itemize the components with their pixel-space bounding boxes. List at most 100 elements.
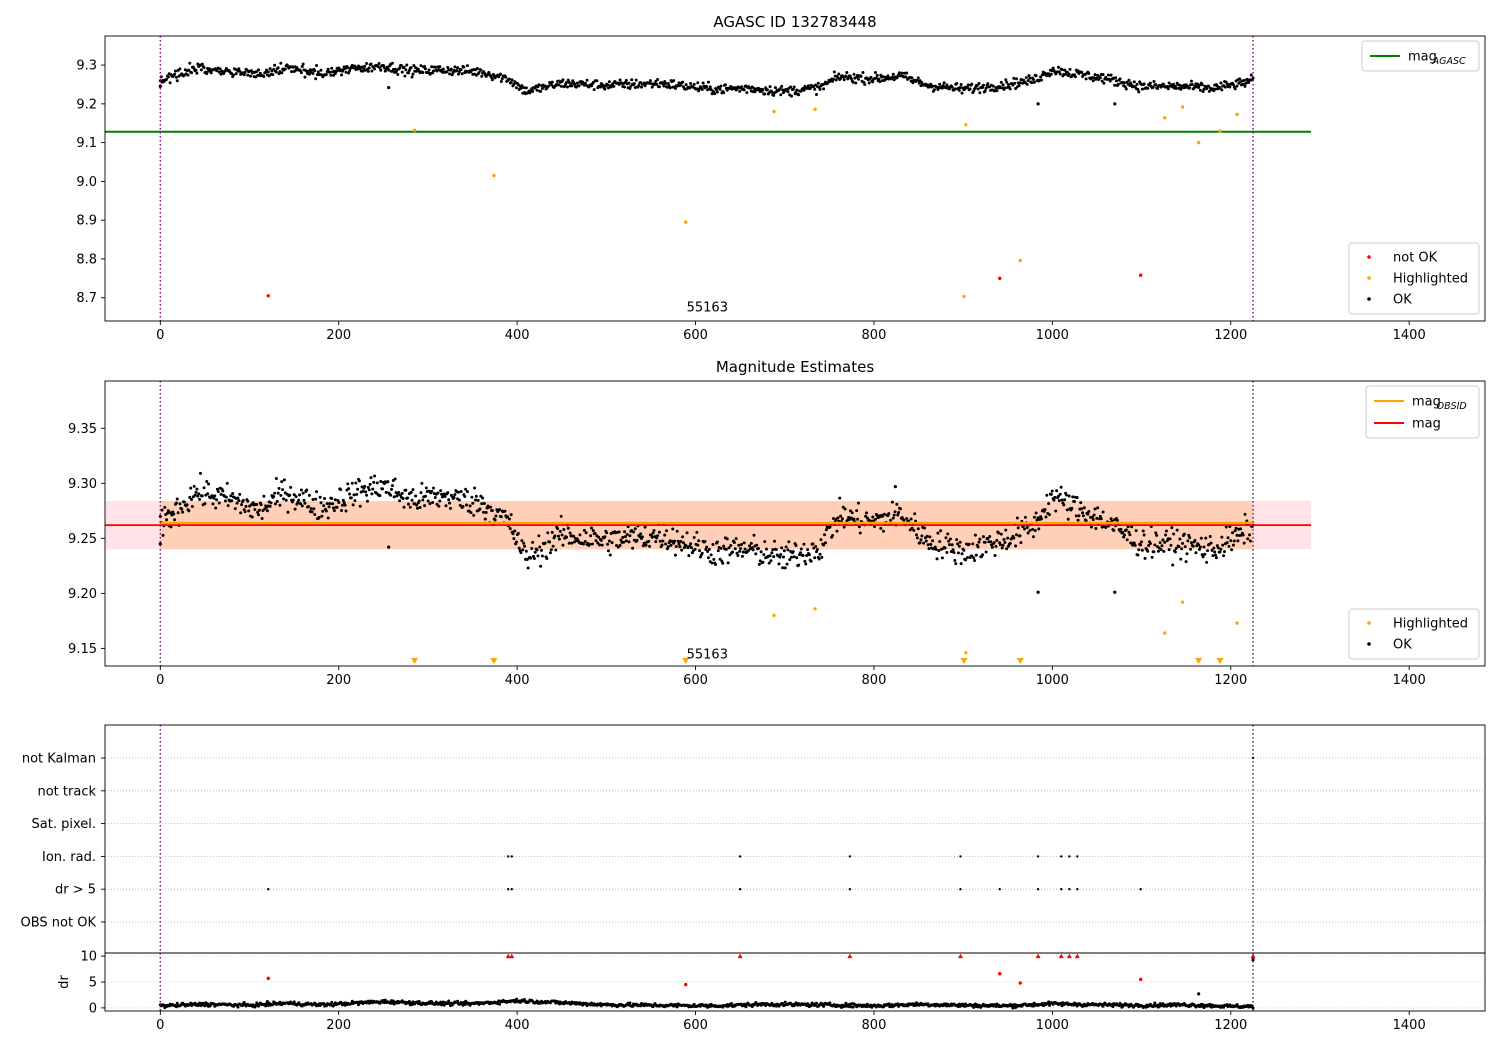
ok-point <box>700 87 704 91</box>
ok-point <box>299 488 303 492</box>
highlighted-point <box>412 128 417 132</box>
ok-point <box>834 78 838 82</box>
flag-point <box>959 855 962 858</box>
ok-point <box>835 529 839 533</box>
ok-point <box>242 73 246 77</box>
ok-point <box>366 69 370 73</box>
ok-point <box>742 88 746 92</box>
x-tick-label: 400 <box>505 673 530 688</box>
ok-point <box>893 485 897 489</box>
ok-point <box>1161 538 1165 542</box>
ok-point <box>494 514 498 518</box>
ok-point <box>207 67 211 71</box>
ok-point <box>577 84 581 88</box>
ok-point <box>1190 82 1194 86</box>
ok-point <box>1146 86 1150 90</box>
ok-point <box>280 71 284 75</box>
ok-point <box>700 551 704 555</box>
ok-point <box>814 550 818 554</box>
ok-point <box>236 496 240 500</box>
ok-point <box>365 61 369 65</box>
ok-point <box>219 492 223 496</box>
ok-point <box>386 480 390 484</box>
ok-point <box>578 533 582 537</box>
ok-point <box>781 566 785 570</box>
capped-dr-marker <box>1250 953 1256 959</box>
ok-point <box>1204 536 1208 540</box>
ok-point <box>601 83 605 87</box>
ok-point <box>999 532 1003 536</box>
ok-point <box>762 553 766 557</box>
ok-point <box>922 541 926 545</box>
ok-point <box>457 498 461 502</box>
ok-point <box>1141 529 1145 533</box>
ok-point <box>954 562 958 566</box>
ok-point <box>983 89 987 93</box>
ok-point <box>752 533 756 537</box>
ok-point <box>1243 512 1247 516</box>
ok-point <box>273 63 277 67</box>
highlighted-point <box>1018 258 1022 263</box>
ok-point <box>373 474 377 478</box>
ok-point <box>744 1005 748 1009</box>
ok-point <box>1006 536 1010 540</box>
ok-point <box>910 76 914 80</box>
ok-point <box>1160 544 1164 548</box>
ok-point <box>925 83 929 87</box>
flag-point <box>998 888 1001 891</box>
ok-point <box>814 1001 818 1005</box>
ok-point <box>773 86 777 90</box>
ok-point <box>1197 85 1201 89</box>
ok-point <box>1019 541 1023 545</box>
ok-point <box>436 491 440 495</box>
ok-point <box>727 546 731 550</box>
ok-point <box>329 73 333 77</box>
ok-point <box>1169 543 1173 547</box>
ok-point <box>1114 76 1118 80</box>
highlighted-point <box>492 173 496 178</box>
ok-point <box>277 486 281 490</box>
ok-point <box>644 543 648 547</box>
ok-point <box>244 504 248 508</box>
ok-point <box>1073 75 1077 79</box>
ok-point <box>477 71 481 75</box>
flag-point <box>1068 888 1071 891</box>
ok-point <box>926 543 930 547</box>
ok-point <box>1132 80 1136 84</box>
ok-point <box>238 69 242 73</box>
ok-point <box>363 64 367 68</box>
ok-point <box>774 548 778 552</box>
ok-point <box>406 502 410 506</box>
ok-point <box>489 505 493 509</box>
ok-point <box>239 511 243 515</box>
ok-point <box>1081 514 1085 518</box>
ok-point <box>372 480 376 484</box>
ok-point <box>365 499 369 503</box>
ok-point <box>1170 526 1174 530</box>
ok-point <box>1165 85 1169 89</box>
ok-point <box>406 496 410 500</box>
ok-point <box>687 554 691 558</box>
ok-point <box>692 82 696 86</box>
ok-point <box>643 84 647 88</box>
y-tick-label: 9.2 <box>76 97 97 112</box>
ok-point <box>721 561 725 565</box>
flag-row-label: OBS not OK <box>21 916 97 931</box>
ok-point <box>546 531 550 535</box>
ok-point <box>1135 82 1139 86</box>
ok-point <box>423 64 427 68</box>
ok-point <box>900 71 904 75</box>
ok-point <box>269 501 273 505</box>
ok-point <box>456 66 460 70</box>
ok-point <box>869 75 873 79</box>
highlighted-point <box>964 123 968 127</box>
ok-point <box>330 66 334 70</box>
ok-point <box>654 79 658 83</box>
ok-point <box>657 530 661 534</box>
ok-point <box>617 530 621 534</box>
ok-point <box>280 480 284 484</box>
ok-point <box>499 515 503 519</box>
ok-point <box>1034 511 1038 515</box>
ok-point <box>1206 84 1210 88</box>
ok-point <box>971 542 975 546</box>
